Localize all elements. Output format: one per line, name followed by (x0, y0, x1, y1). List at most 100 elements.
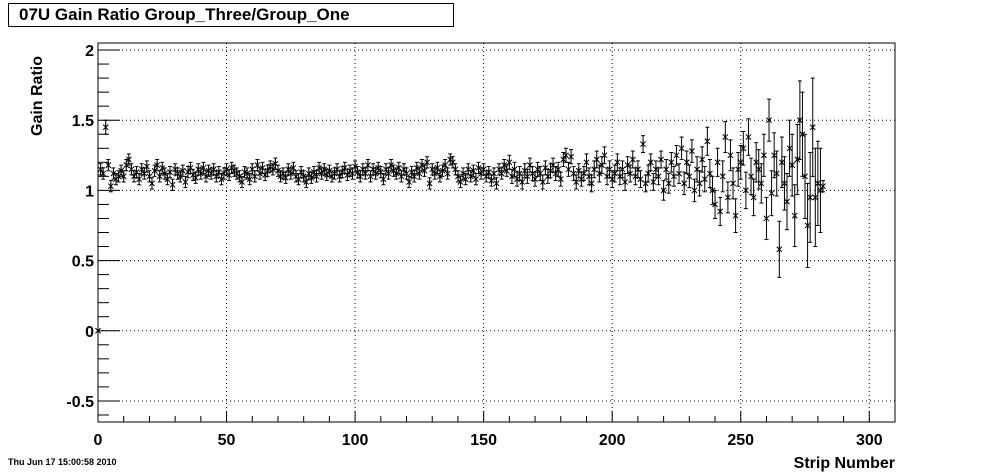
asterisk-marker (632, 172, 639, 180)
asterisk-marker (110, 170, 117, 178)
asterisk-marker (740, 144, 747, 152)
data-point (336, 170, 343, 183)
asterisk-marker (714, 158, 721, 166)
asterisk-marker (197, 170, 204, 178)
plot-frame (97, 42, 896, 423)
asterisk-marker (246, 175, 253, 183)
asterisk-marker (524, 172, 531, 180)
asterisk-marker (426, 179, 433, 187)
asterisk-marker (416, 170, 423, 178)
data-point (799, 91, 806, 177)
data-point (120, 170, 127, 183)
asterisk-marker (511, 165, 518, 173)
data-point (560, 151, 567, 168)
asterisk-marker (100, 170, 107, 178)
data-point (748, 157, 754, 196)
asterisk-marker (619, 165, 626, 173)
asterisk-marker (629, 156, 636, 164)
data-point (233, 167, 240, 180)
data-point (789, 133, 796, 197)
asterisk-marker (236, 172, 243, 180)
data-point (750, 178, 757, 217)
asterisk-marker (578, 175, 585, 183)
data-point (362, 167, 369, 180)
data-point (488, 174, 495, 187)
data-point (796, 80, 803, 161)
asterisk-marker (673, 151, 680, 159)
data-point (722, 121, 729, 153)
data-point (539, 174, 546, 190)
data-point (349, 167, 356, 180)
asterisk-marker (128, 165, 135, 173)
data-point (766, 98, 772, 142)
asterisk-marker (388, 161, 395, 169)
asterisk-marker (516, 170, 523, 178)
data-point (706, 159, 713, 189)
asterisk-marker (408, 168, 415, 176)
asterisk-marker (434, 164, 441, 172)
data-point (303, 175, 310, 189)
data-point (588, 174, 595, 193)
asterisk-marker (107, 182, 114, 190)
asterisk-marker (480, 165, 487, 173)
data-point (622, 173, 629, 191)
asterisk-marker (557, 175, 564, 183)
x-axis-label: Strip Number (794, 455, 895, 472)
data-point (637, 170, 644, 189)
asterisk-marker (470, 167, 477, 175)
asterisk-marker (802, 172, 808, 180)
data-point (660, 180, 667, 201)
asterisk-marker (807, 193, 814, 201)
data-point (470, 164, 477, 177)
data-point (776, 220, 783, 278)
data-point (791, 184, 798, 248)
asterisk-marker (683, 158, 690, 166)
asterisk-marker (812, 193, 819, 201)
asterisk-marker (406, 178, 413, 186)
asterisk-marker (138, 165, 145, 173)
asterisk-marker (460, 170, 467, 178)
asterisk-marker (192, 174, 199, 182)
data-point (773, 150, 780, 197)
asterisk-marker (249, 165, 256, 173)
data-point (809, 77, 816, 177)
asterisk-marker (706, 170, 713, 178)
data-point (182, 175, 189, 189)
data-point (251, 170, 258, 183)
data-point (172, 163, 179, 176)
data-point (807, 151, 814, 243)
data-point (732, 198, 739, 233)
asterisk-marker (624, 161, 631, 169)
data-point (156, 170, 163, 183)
data-point (727, 139, 734, 172)
asterisk-marker (727, 151, 734, 159)
asterisk-marker (352, 163, 359, 171)
asterisk-marker (742, 186, 749, 194)
asterisk-marker (547, 167, 554, 175)
data-point (107, 180, 114, 193)
data-point (609, 170, 616, 189)
asterisk-marker (120, 172, 127, 180)
asterisk-marker (380, 175, 387, 183)
asterisk-marker (136, 175, 143, 183)
asterisk-marker (400, 165, 407, 173)
data-point (485, 166, 492, 179)
asterisk-marker (362, 170, 369, 178)
asterisk-marker (583, 158, 590, 166)
data-point (141, 167, 148, 180)
y-tick-label: -0.5 (66, 394, 94, 411)
asterisk-marker (655, 172, 662, 180)
asterisk-marker (131, 172, 137, 180)
data-point (506, 154, 513, 170)
asterisk-marker (421, 167, 428, 175)
data-point (542, 160, 549, 176)
asterisk-marker (550, 161, 557, 169)
data-point (449, 156, 456, 169)
asterisk-marker (195, 165, 202, 173)
asterisk-marker (218, 175, 225, 183)
data-point (149, 177, 155, 190)
asterisk-marker (357, 172, 364, 180)
asterisk-marker (172, 165, 179, 173)
asterisk-marker (498, 170, 505, 178)
asterisk-marker (593, 156, 600, 164)
